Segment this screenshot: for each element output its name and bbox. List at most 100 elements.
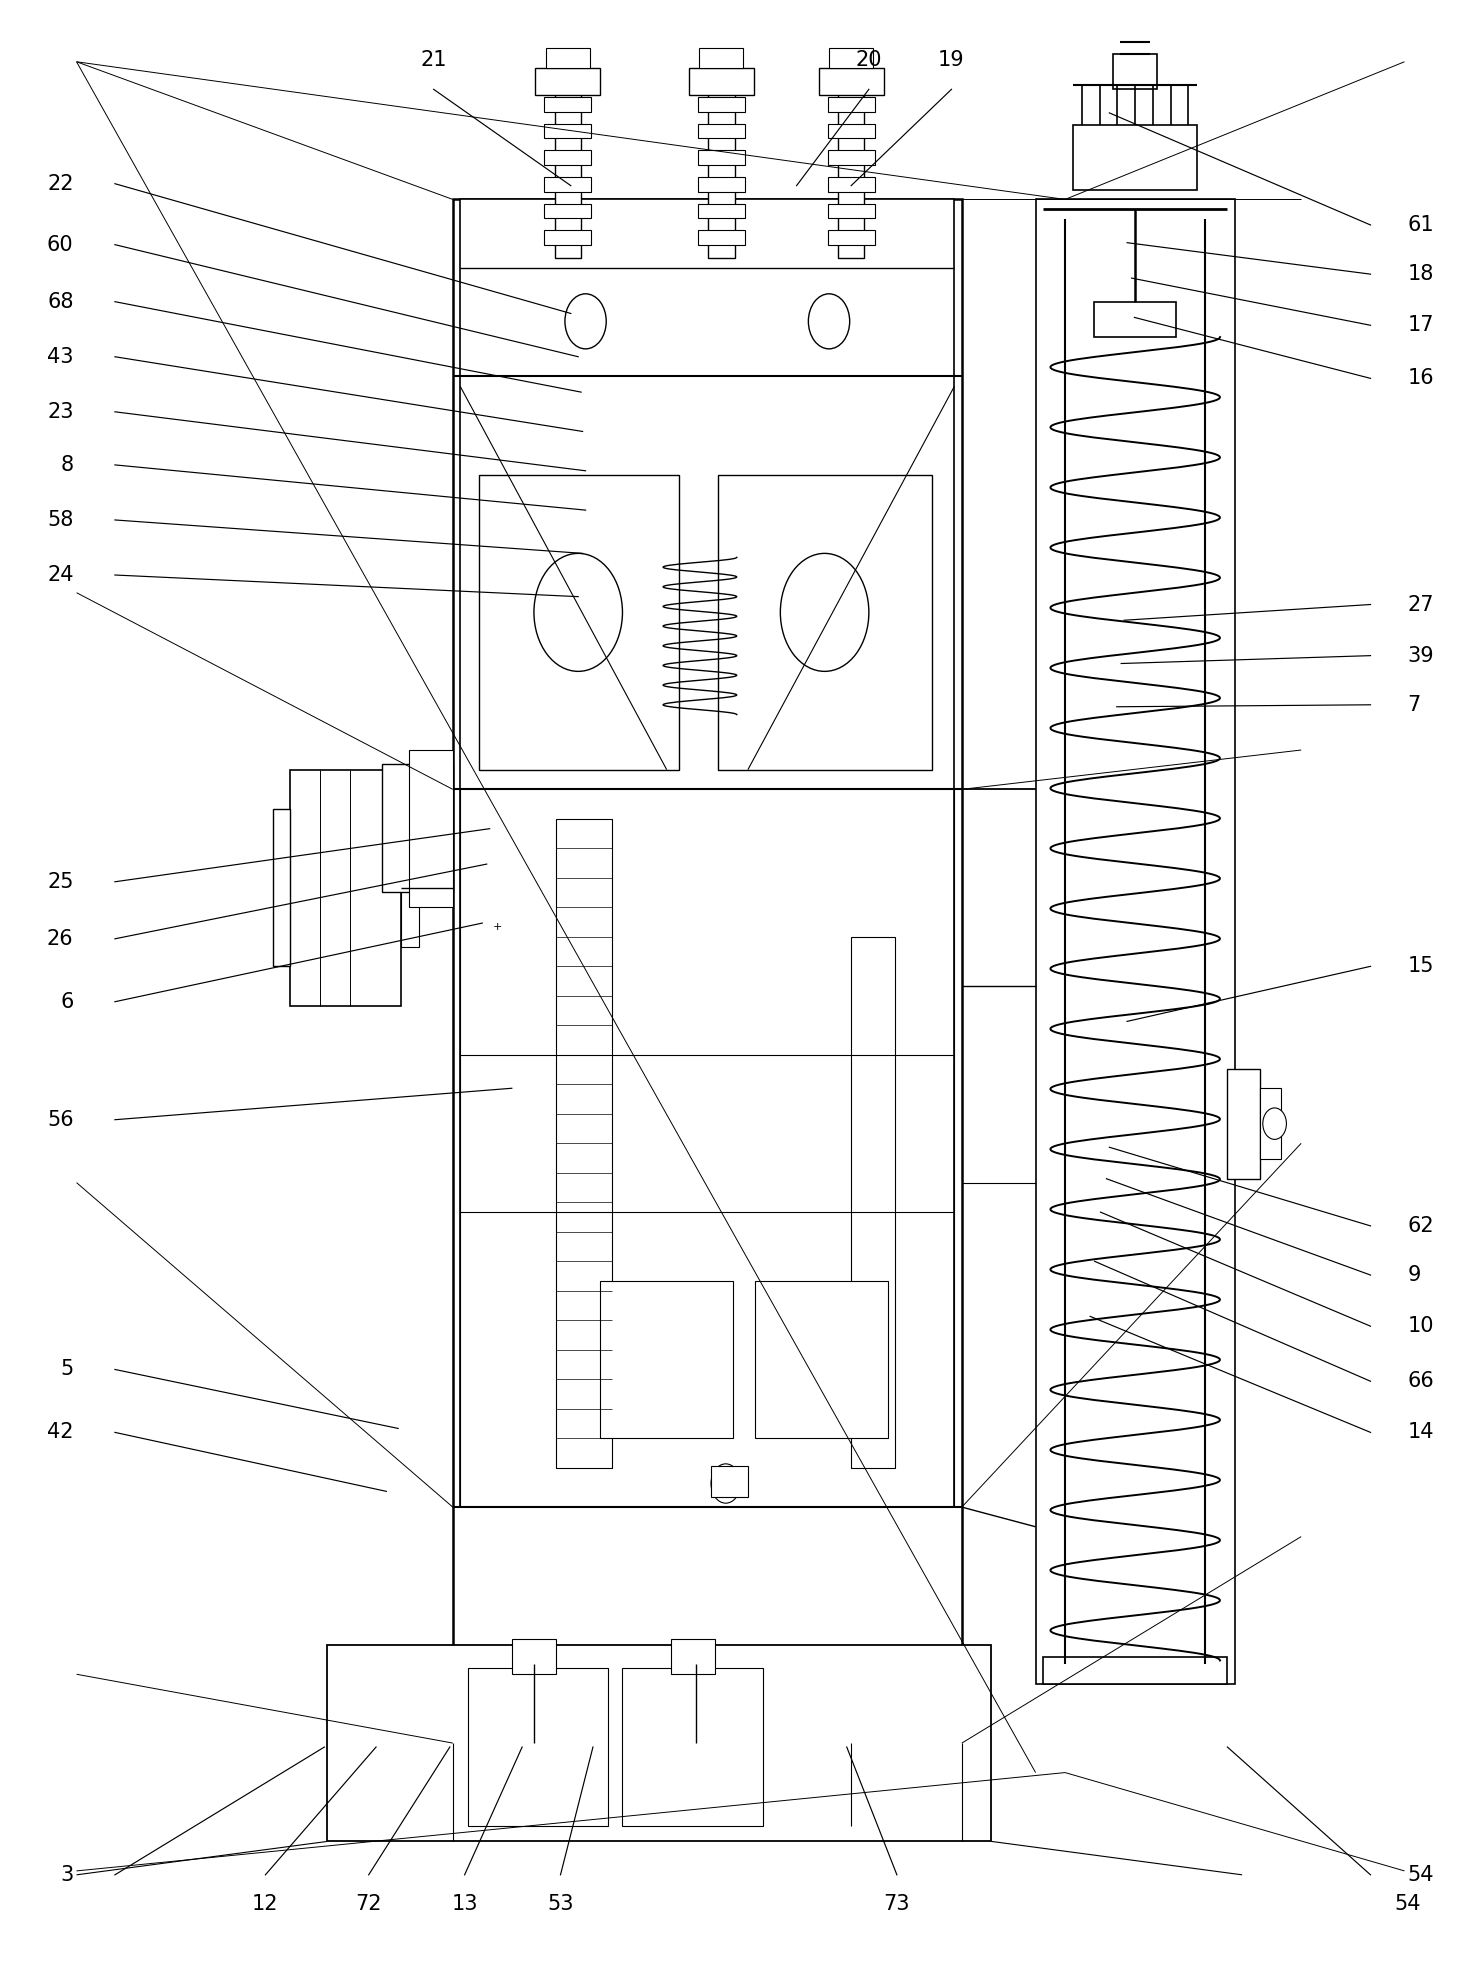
Bar [544, 124, 591, 138]
Text: 68: 68 [47, 292, 74, 312]
Bar [544, 231, 591, 245]
Bar [698, 203, 745, 219]
Bar [382, 763, 453, 891]
Bar [461, 377, 954, 789]
Bar [555, 818, 612, 1467]
Text: 25: 25 [47, 872, 74, 891]
Bar [698, 150, 745, 166]
Text: 22: 22 [47, 174, 74, 193]
Bar [1074, 124, 1197, 189]
Bar [453, 199, 961, 1743]
Text: 15: 15 [1407, 956, 1434, 976]
Bar [698, 231, 745, 245]
Text: 58: 58 [47, 511, 74, 530]
Text: 56: 56 [47, 1110, 74, 1130]
Text: 27: 27 [1407, 594, 1434, 615]
Text: 16: 16 [1407, 369, 1434, 388]
Text: 3: 3 [61, 1866, 74, 1885]
Text: 72: 72 [355, 1895, 382, 1915]
Bar [671, 1639, 715, 1674]
Bar [1260, 1089, 1281, 1160]
Text: 21: 21 [421, 49, 447, 69]
Text: 8: 8 [61, 456, 74, 475]
Bar [852, 937, 896, 1467]
Bar [1035, 199, 1235, 1684]
Text: 60: 60 [47, 235, 74, 254]
Text: 6: 6 [61, 992, 74, 1012]
Bar [755, 1282, 889, 1438]
Bar [409, 749, 453, 907]
Bar [838, 71, 865, 258]
Bar [544, 97, 591, 112]
Bar [512, 1639, 555, 1674]
Bar [1043, 1656, 1228, 1684]
Bar [545, 47, 589, 67]
Bar [829, 47, 874, 67]
Bar [698, 124, 745, 138]
Circle shape [535, 554, 622, 670]
Bar [1114, 53, 1157, 89]
Bar [1228, 1069, 1260, 1179]
Bar [828, 97, 875, 112]
Bar [401, 828, 419, 947]
Bar [698, 97, 745, 112]
Text: 9: 9 [1407, 1266, 1420, 1286]
Bar [273, 809, 290, 966]
Text: 7: 7 [1407, 694, 1420, 714]
Text: 42: 42 [47, 1422, 74, 1442]
Text: 54: 54 [1407, 1866, 1434, 1885]
Bar [819, 67, 884, 95]
Bar [544, 177, 591, 191]
Bar [708, 71, 735, 258]
Bar [468, 1668, 607, 1826]
Bar [480, 475, 678, 769]
Text: +: + [492, 923, 502, 933]
Bar [554, 71, 581, 258]
Circle shape [1263, 1108, 1287, 1140]
Bar [711, 1465, 748, 1497]
Bar [828, 231, 875, 245]
Circle shape [711, 1463, 740, 1503]
Bar [544, 150, 591, 166]
Circle shape [780, 554, 869, 670]
Text: 53: 53 [548, 1895, 573, 1915]
Text: 26: 26 [47, 929, 74, 949]
Bar [699, 47, 743, 67]
Text: 19: 19 [937, 49, 964, 69]
Bar [698, 177, 745, 191]
Bar [461, 199, 954, 377]
Text: 10: 10 [1407, 1315, 1434, 1337]
Bar [327, 1645, 991, 1842]
Text: 24: 24 [47, 566, 74, 586]
Text: 43: 43 [47, 347, 74, 367]
Text: 54: 54 [1394, 1895, 1420, 1915]
Bar [828, 124, 875, 138]
Bar [828, 203, 875, 219]
Bar [828, 150, 875, 166]
Text: 23: 23 [47, 402, 74, 422]
Circle shape [809, 294, 850, 349]
Text: 61: 61 [1407, 215, 1434, 235]
Bar [622, 1668, 763, 1826]
Text: 62: 62 [1407, 1217, 1434, 1236]
Text: 20: 20 [856, 49, 883, 69]
Text: 13: 13 [452, 1895, 478, 1915]
Text: 18: 18 [1407, 264, 1434, 284]
Bar [290, 769, 401, 1006]
Text: 39: 39 [1407, 645, 1434, 667]
Text: 5: 5 [61, 1359, 74, 1380]
Text: 17: 17 [1407, 316, 1434, 335]
Text: 66: 66 [1407, 1371, 1434, 1392]
Bar [1094, 302, 1176, 337]
Bar [536, 67, 600, 95]
Circle shape [564, 294, 606, 349]
Text: 12: 12 [252, 1895, 278, 1915]
Text: 14: 14 [1407, 1422, 1434, 1442]
Bar [689, 67, 754, 95]
Bar [544, 203, 591, 219]
Bar [718, 475, 933, 769]
Bar [828, 177, 875, 191]
Text: 73: 73 [884, 1895, 911, 1915]
Bar [461, 789, 954, 1507]
Bar [600, 1282, 733, 1438]
